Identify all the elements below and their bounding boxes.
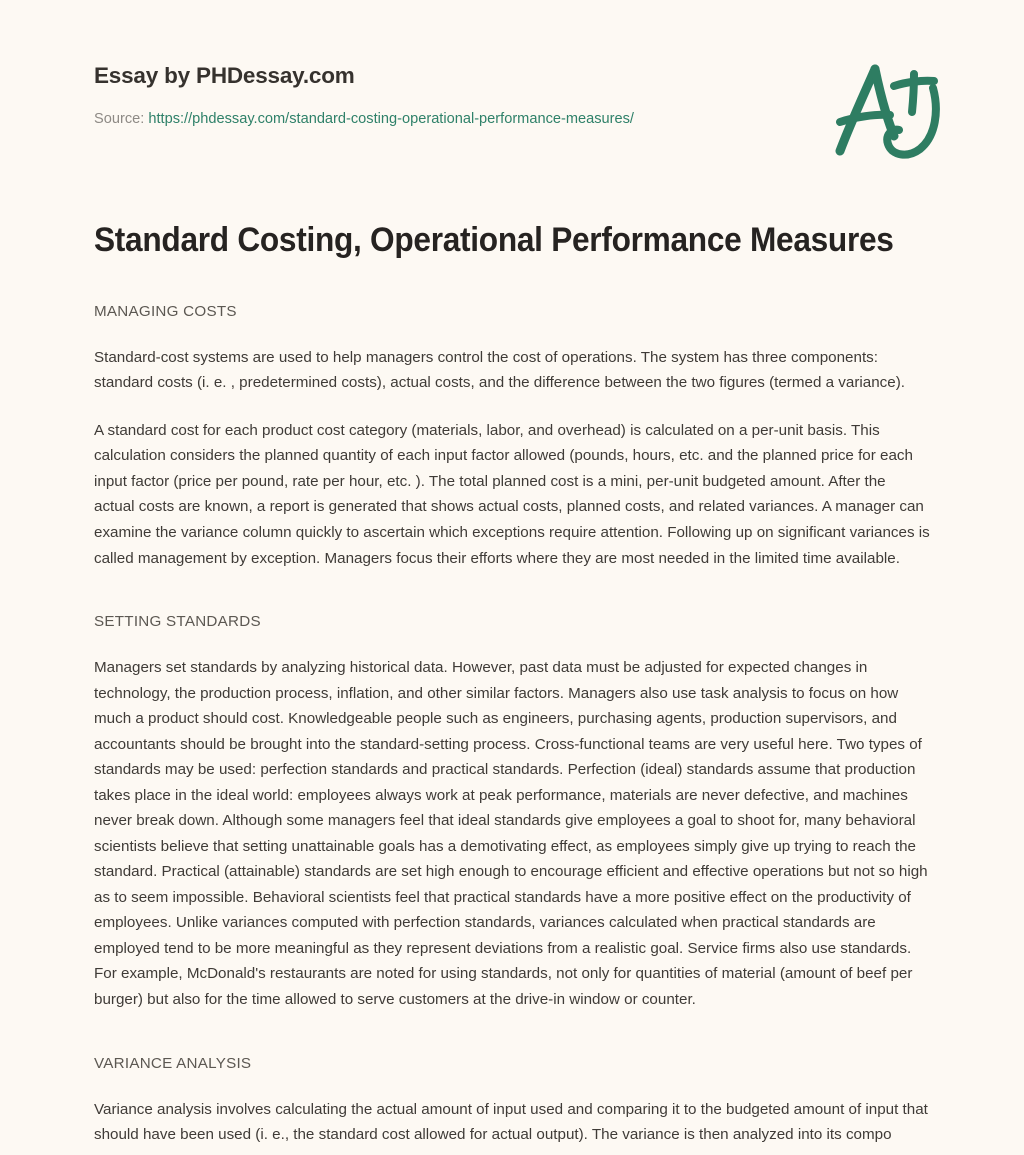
source-line: Source: https://phdessay.com/standard-co… [94,110,930,129]
section-heading-managing-costs: MANAGING COSTS [94,302,237,320]
paragraph: Managers set standards by analyzing hist… [94,659,928,1009]
page-header: Essay by PHDessay.com Source: https://ph… [0,0,1024,180]
paragraph: A standard cost for each product cost ca… [94,421,930,567]
article-body: Standard Costing, Operational Performanc… [0,220,1024,1148]
section-heading-setting-standards: SETTING STANDARDS [94,613,261,631]
brand-title: Essay by PHDessay.com [94,63,355,88]
paragraph: Standard-cost systems are used to help m… [94,348,905,392]
section-heading-variance-analysis: VARIANCE ANALYSIS [94,1054,252,1072]
a-plus-logo [818,48,948,168]
source-url-link[interactable]: https://phdessay.com/standard-costing-op… [148,111,634,128]
a-plus-logo-icon [835,64,940,159]
source-label: Source: [94,111,145,128]
paragraph: Variance analysis involves calculating t… [94,1100,928,1144]
page-title: Standard Costing, Operational Performanc… [94,221,894,259]
